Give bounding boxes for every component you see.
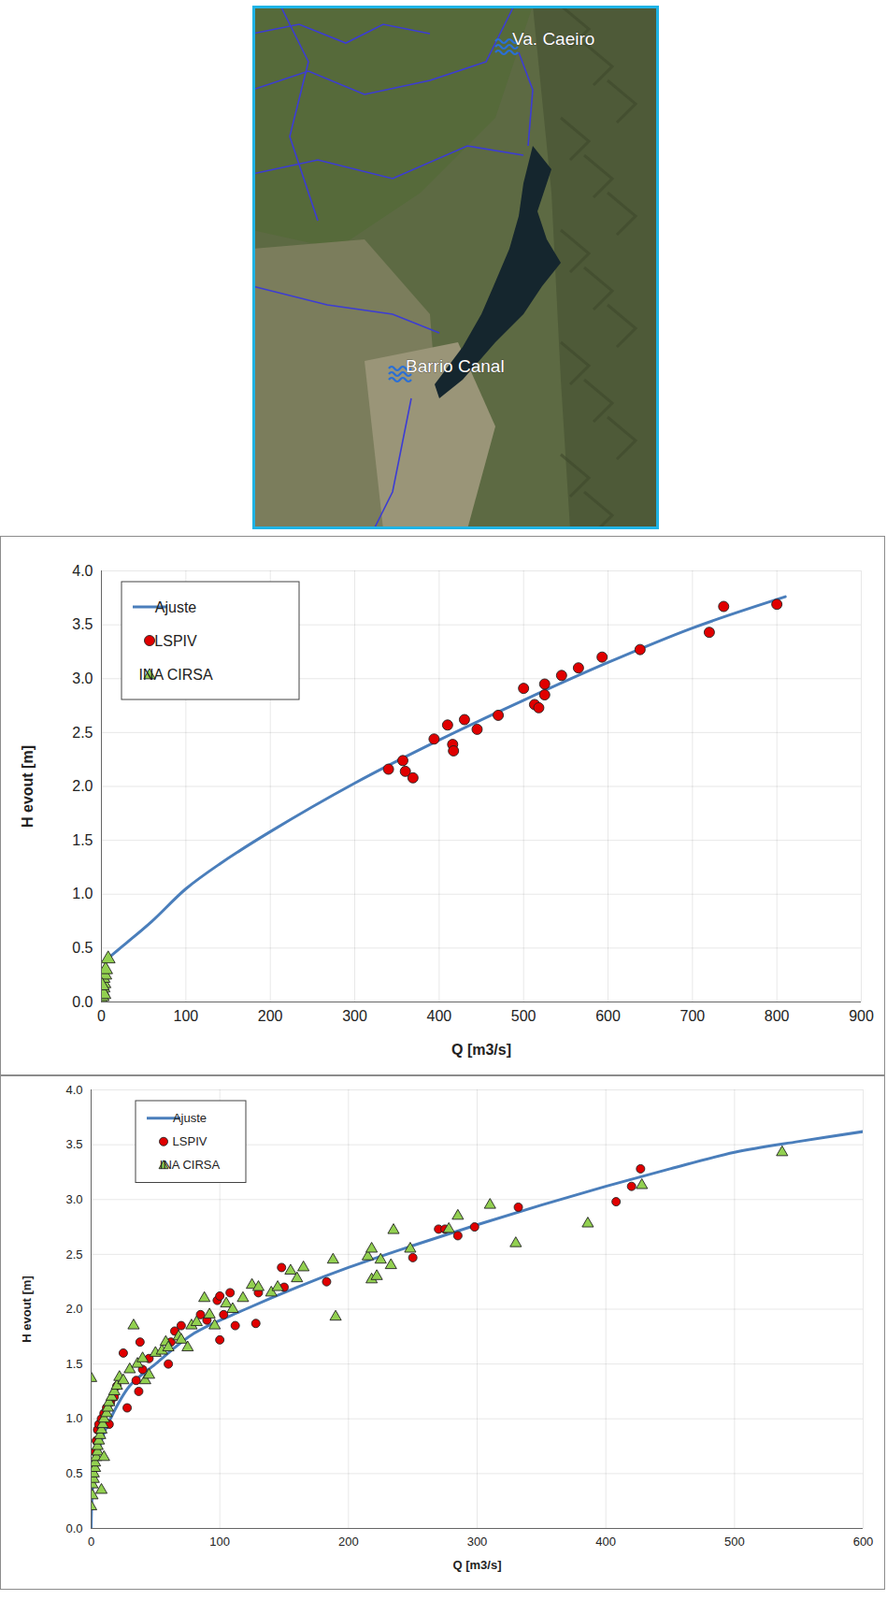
svg-text:LSPIV: LSPIV <box>154 632 198 649</box>
svg-text:0: 0 <box>87 1533 95 1548</box>
svg-text:600: 600 <box>595 1007 621 1024</box>
svg-text:Ajuste: Ajuste <box>155 599 198 616</box>
svg-text:1.0: 1.0 <box>71 885 93 902</box>
svg-text:600: 600 <box>853 1533 874 1548</box>
svg-text:100: 100 <box>209 1533 230 1548</box>
svg-text:Barrio Canal: Barrio Canal <box>405 356 505 376</box>
svg-text:1.0: 1.0 <box>65 1410 83 1425</box>
svg-text:900: 900 <box>848 1007 874 1024</box>
svg-text:800: 800 <box>764 1007 790 1024</box>
svg-text:400: 400 <box>426 1007 452 1024</box>
svg-text:300: 300 <box>467 1533 488 1548</box>
svg-text:3.0: 3.0 <box>71 670 93 687</box>
svg-text:1.5: 1.5 <box>65 1356 83 1371</box>
svg-text:4.0: 4.0 <box>65 1082 83 1097</box>
svg-text:0.0: 0.0 <box>71 993 93 1010</box>
svg-text:INA CIRSA: INA CIRSA <box>159 1157 221 1172</box>
svg-text:H evout [m]: H evout [m] <box>19 744 36 828</box>
svg-text:500: 500 <box>724 1533 745 1548</box>
svg-text:0.5: 0.5 <box>71 939 93 956</box>
svg-text:2.5: 2.5 <box>71 723 93 740</box>
svg-text:Q [m3/s]: Q [m3/s] <box>452 1557 501 1572</box>
svg-text:0.5: 0.5 <box>65 1465 83 1480</box>
svg-text:700: 700 <box>679 1007 705 1024</box>
svg-text:1.5: 1.5 <box>71 831 93 848</box>
svg-text:0.0: 0.0 <box>65 1520 83 1535</box>
svg-text:2.5: 2.5 <box>65 1246 83 1261</box>
svg-text:500: 500 <box>511 1007 537 1024</box>
svg-text:H evout [m]: H evout [m] <box>19 1274 34 1343</box>
svg-text:3.0: 3.0 <box>65 1191 83 1206</box>
svg-text:300: 300 <box>342 1007 368 1024</box>
svg-text:Va. Caeiro: Va. Caeiro <box>512 28 595 49</box>
svg-text:100: 100 <box>172 1007 199 1024</box>
svg-text:Ajuste: Ajuste <box>172 1110 207 1125</box>
svg-text:200: 200 <box>338 1533 359 1548</box>
svg-text:0: 0 <box>97 1007 106 1024</box>
svg-text:INA CIRSA: INA CIRSA <box>138 666 213 683</box>
svg-text:4.0: 4.0 <box>71 562 93 579</box>
svg-text:3.5: 3.5 <box>71 615 93 632</box>
svg-text:2.0: 2.0 <box>65 1301 83 1316</box>
svg-text:400: 400 <box>595 1533 616 1548</box>
svg-text:3.5: 3.5 <box>65 1136 83 1151</box>
svg-text:200: 200 <box>257 1007 284 1024</box>
svg-text:LSPIV: LSPIV <box>172 1133 208 1148</box>
svg-text:2.0: 2.0 <box>71 777 93 794</box>
svg-text:Q [m3/s]: Q [m3/s] <box>451 1041 512 1058</box>
